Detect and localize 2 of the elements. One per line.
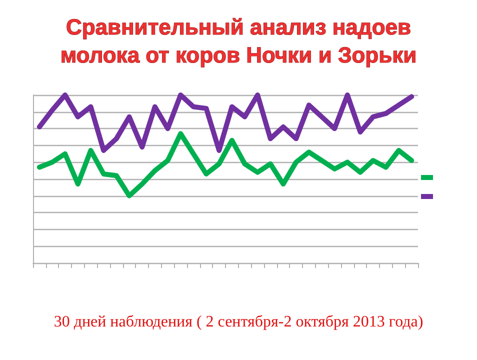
- text: 30 дней наблюдения ( 2 сентября-2 октября 2013 года): [54, 314, 424, 330]
- chart-title: Сравнительный анализ надоев молока от коров Ночки и Зорьки: [60, 14, 417, 68]
